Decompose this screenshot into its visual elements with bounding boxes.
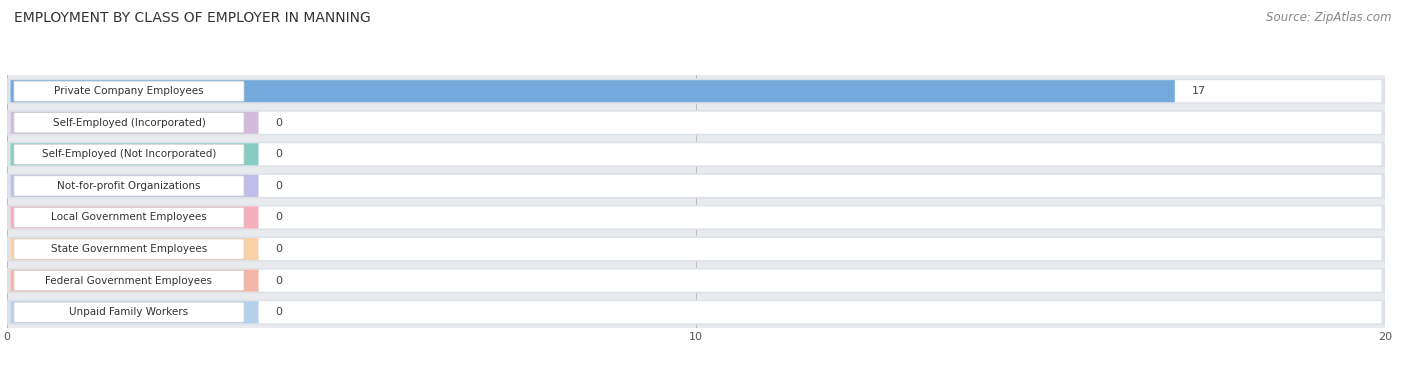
FancyBboxPatch shape [14,113,245,133]
FancyBboxPatch shape [14,144,245,164]
Text: EMPLOYMENT BY CLASS OF EMPLOYER IN MANNING: EMPLOYMENT BY CLASS OF EMPLOYER IN MANNI… [14,11,371,25]
FancyBboxPatch shape [10,301,259,323]
Text: State Government Employees: State Government Employees [51,244,207,254]
FancyBboxPatch shape [10,238,259,260]
Text: Private Company Employees: Private Company Employees [55,86,204,96]
Text: 0: 0 [276,307,283,317]
Text: Unpaid Family Workers: Unpaid Family Workers [69,307,188,317]
Text: 0: 0 [276,213,283,222]
FancyBboxPatch shape [7,142,1385,167]
FancyBboxPatch shape [10,270,259,292]
FancyBboxPatch shape [7,268,1385,293]
FancyBboxPatch shape [10,80,1382,102]
FancyBboxPatch shape [10,238,1382,260]
FancyBboxPatch shape [10,175,1382,197]
FancyBboxPatch shape [7,78,1385,104]
FancyBboxPatch shape [10,207,1382,228]
Text: 0: 0 [276,118,283,128]
FancyBboxPatch shape [10,207,259,228]
Text: Federal Government Employees: Federal Government Employees [45,276,212,286]
FancyBboxPatch shape [10,270,1382,292]
Text: 0: 0 [276,244,283,254]
Text: 0: 0 [276,276,283,286]
FancyBboxPatch shape [14,176,245,196]
FancyBboxPatch shape [7,173,1385,199]
Text: Self-Employed (Not Incorporated): Self-Employed (Not Incorporated) [42,149,217,159]
Text: Local Government Employees: Local Government Employees [51,213,207,222]
Text: Self-Employed (Incorporated): Self-Employed (Incorporated) [52,118,205,128]
FancyBboxPatch shape [14,302,245,322]
Text: Source: ZipAtlas.com: Source: ZipAtlas.com [1267,11,1392,24]
FancyBboxPatch shape [10,301,1382,323]
FancyBboxPatch shape [10,175,259,197]
FancyBboxPatch shape [10,112,1382,134]
Text: 0: 0 [276,149,283,159]
FancyBboxPatch shape [10,143,259,166]
FancyBboxPatch shape [7,300,1385,325]
Text: 0: 0 [276,181,283,191]
FancyBboxPatch shape [7,205,1385,230]
FancyBboxPatch shape [14,207,245,228]
FancyBboxPatch shape [10,143,1382,166]
FancyBboxPatch shape [10,80,1175,102]
FancyBboxPatch shape [7,236,1385,262]
FancyBboxPatch shape [14,81,245,101]
FancyBboxPatch shape [7,110,1385,135]
Text: 17: 17 [1192,86,1206,96]
FancyBboxPatch shape [14,271,245,291]
FancyBboxPatch shape [10,112,259,134]
Text: Not-for-profit Organizations: Not-for-profit Organizations [58,181,201,191]
FancyBboxPatch shape [14,239,245,259]
